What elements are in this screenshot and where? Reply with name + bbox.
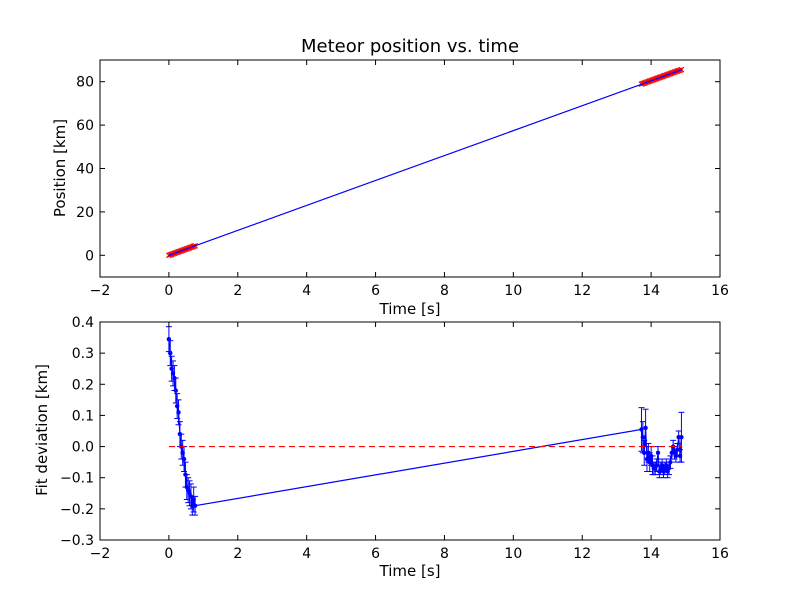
x-tick-label: 4 bbox=[302, 546, 311, 562]
deviation-plot-area: −2 0 2 4 6 8 10 12 14 16 −0.3 −0.2 −0.1 0.0 0.1 0.2 0.3 0… bbox=[60, 315, 729, 562]
x-tick-label: 14 bbox=[642, 283, 660, 299]
position-plot-area: −2 0 2 4 6 8 10 12 14 16 0 20 40 60 80 bbox=[76, 59, 729, 299]
x-tick-label: 10 bbox=[504, 546, 522, 562]
x-tick-label: 6 bbox=[371, 283, 380, 299]
deviation-panel: −2 0 2 4 6 8 10 12 14 16 −0.3 −0.2 −0.1 0.0 0.1 0.2 0.3 0… bbox=[33, 315, 729, 580]
x-tick-label: 2 bbox=[233, 546, 242, 562]
y-tick-label: 0.2 bbox=[72, 377, 94, 393]
x-tick-label: −2 bbox=[90, 283, 111, 299]
y-tick-label: −0.2 bbox=[60, 502, 94, 518]
axes-frame bbox=[99, 321, 721, 541]
data-point bbox=[678, 411, 685, 463]
x-tick-label: 16 bbox=[711, 546, 729, 562]
y-tick-label: −0.3 bbox=[60, 533, 94, 549]
x-tick-label: 10 bbox=[504, 283, 522, 299]
fit-line bbox=[168, 68, 683, 256]
y-tick-label: 0 bbox=[85, 248, 94, 264]
y-tick-label: 0.0 bbox=[72, 440, 94, 456]
x-tick-label: 12 bbox=[573, 283, 591, 299]
x-axis-label: Time [s] bbox=[379, 300, 441, 318]
data-layer bbox=[165, 326, 685, 516]
data-layer bbox=[165, 66, 685, 259]
y-axis-label: Position [km] bbox=[51, 119, 69, 217]
x-tick-label: 0 bbox=[164, 546, 173, 562]
fit-line bbox=[168, 339, 683, 507]
position-panel: Meteor position vs. time −2 0 2 4 6 8 10 12 14 16… bbox=[51, 36, 729, 318]
y-tick-label: −0.1 bbox=[60, 471, 94, 487]
x-tick-label: 8 bbox=[440, 283, 449, 299]
y-tick-label: 0.3 bbox=[72, 346, 94, 362]
x-tick-label: 6 bbox=[371, 546, 380, 562]
x-tick-label: 8 bbox=[440, 546, 449, 562]
x-tick-label: 4 bbox=[302, 283, 311, 299]
x-tick-label: 16 bbox=[711, 283, 729, 299]
x-axis-label: Time [s] bbox=[379, 562, 441, 580]
y-tick-label: 20 bbox=[76, 205, 94, 221]
chart-title: Meteor position vs. time bbox=[301, 36, 519, 57]
y-tick-label: 0.4 bbox=[72, 315, 94, 331]
x-tick-label: 2 bbox=[233, 283, 242, 299]
x-tick-label: −2 bbox=[90, 546, 111, 562]
y-axis-label: Fit deviation [km] bbox=[33, 364, 51, 496]
y-tick-label: 40 bbox=[76, 162, 94, 178]
y-tick-label: 60 bbox=[76, 118, 94, 134]
x-tick-label: 0 bbox=[164, 283, 173, 299]
x-tick-label: 12 bbox=[573, 546, 591, 562]
y-tick-label: 0.1 bbox=[72, 408, 94, 424]
y-tick-label: 80 bbox=[76, 75, 94, 91]
x-tick-label: 14 bbox=[642, 546, 660, 562]
